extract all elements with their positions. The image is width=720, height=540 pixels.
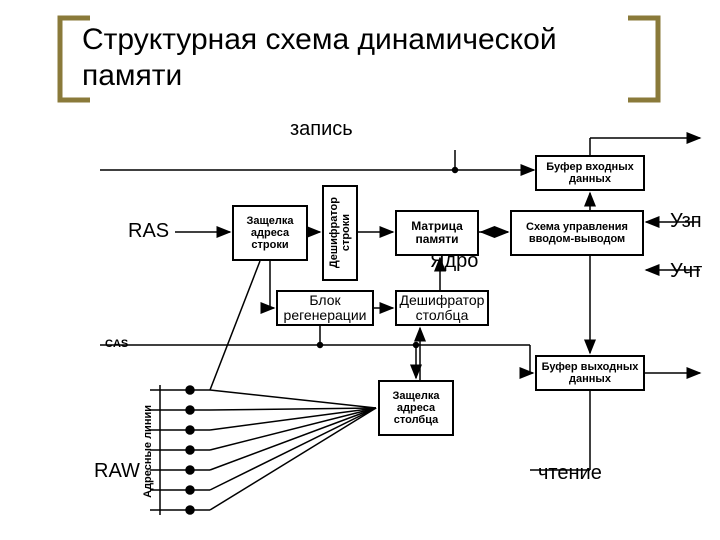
diagram-arrows xyxy=(0,0,720,540)
